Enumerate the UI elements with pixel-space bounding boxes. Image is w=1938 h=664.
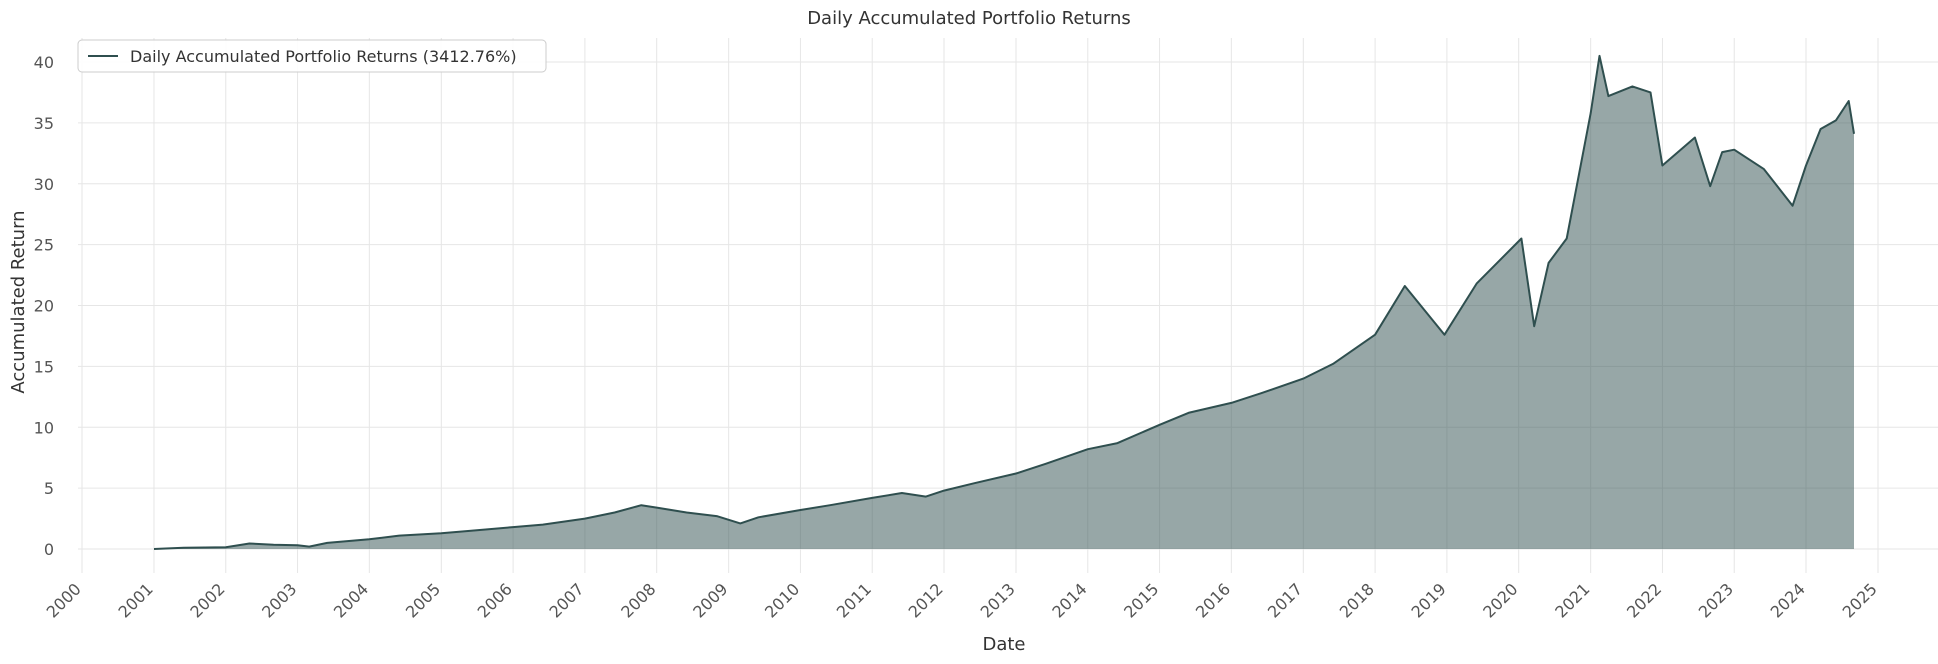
x-tick-label: 2006 (474, 579, 516, 621)
x-tick-label: 2017 (1264, 579, 1306, 621)
x-tick-label: 2003 (258, 579, 300, 621)
x-axis-ticks: 2000 2001 2002 2003 2004 2005 2006 2007 2008 2009… (43, 579, 1881, 621)
x-tick-label: 2000 (43, 579, 85, 621)
x-tick-label: 2018 (1336, 579, 1378, 621)
series-line (153, 54, 1855, 550)
line-layer (153, 54, 1855, 550)
x-tick-label: 2022 (1623, 579, 1665, 621)
y-tick-label: 0 (44, 540, 54, 559)
y-tick-label: 40 (34, 53, 54, 72)
x-axis-label: Date (982, 634, 1025, 655)
x-tick-label: 2009 (689, 579, 731, 621)
x-tick-label: 2007 (545, 579, 587, 621)
x-tick-label: 2015 (1120, 579, 1162, 621)
x-tick-label: 2014 (1048, 579, 1090, 621)
x-tick-label: 2024 (1767, 579, 1809, 621)
x-tick-label: 2020 (1479, 579, 1521, 621)
x-tick-label: 2004 (330, 579, 372, 621)
x-tick-label: 2008 (617, 579, 659, 621)
legend-box (77, 39, 547, 73)
x-tick-label: 2005 (402, 579, 444, 621)
x-tick-label: 2013 (977, 579, 1019, 621)
x-tick-label: 2010 (761, 579, 803, 621)
y-axis-label: Accumulated Return (8, 210, 29, 393)
x-tick-label: 2012 (905, 579, 947, 621)
y-tick-label: 10 (34, 418, 54, 437)
area-layer (154, 55, 1854, 550)
y-tick-label: 15 (34, 357, 54, 376)
y-axis-ticks: 0 5 10 15 20 25 30 35 40 (34, 53, 54, 559)
x-tick-label: 2021 (1551, 579, 1593, 621)
y-tick-label: 25 (34, 236, 54, 255)
legend-entry: Daily Accumulated Portfolio Returns (341… (130, 47, 517, 66)
x-tick-label: 2023 (1695, 579, 1737, 621)
x-tick-label: 2002 (186, 579, 228, 621)
y-tick-label: 30 (34, 175, 54, 194)
series-area (154, 55, 1854, 550)
x-tick-label: 2019 (1407, 579, 1449, 621)
x-tick-label: 2001 (115, 579, 157, 621)
y-tick-label: 35 (34, 114, 54, 133)
x-tick-label: 2011 (833, 579, 875, 621)
chart-title: Daily Accumulated Portfolio Returns (807, 8, 1131, 29)
y-tick-label: 20 (34, 297, 54, 316)
y-tick-label: 5 (44, 479, 54, 498)
x-tick-label: 2025 (1839, 579, 1881, 621)
x-tick-label: 2016 (1192, 579, 1234, 621)
legend: Daily Accumulated Portfolio Returns (341… (77, 39, 547, 73)
